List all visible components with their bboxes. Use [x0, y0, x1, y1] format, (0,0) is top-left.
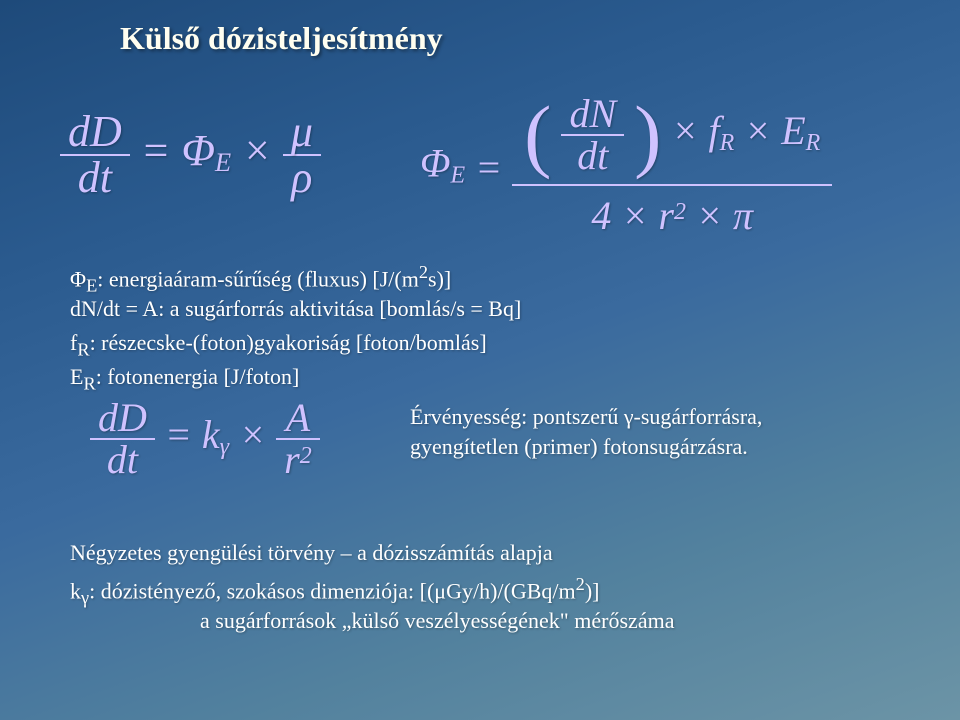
- f1-eq: =: [141, 126, 171, 175]
- f3-k-sub: γ: [220, 434, 229, 460]
- validity-line2: gyengítetlen (primer) fotonsugárzásra.: [410, 434, 748, 460]
- f2-eq: =: [475, 145, 502, 190]
- f2-r: r: [658, 193, 674, 238]
- f1-times: ×: [242, 126, 272, 175]
- f2-E-sub: R: [806, 130, 821, 156]
- def-dndt: dN/dt = A: a sugárforrás aktivitása [bom…: [70, 296, 521, 322]
- formula-dose-rate: dD dt = ΦE × μ ρ: [60, 110, 321, 200]
- f2-4: 4: [591, 193, 611, 238]
- f2-pi: π: [733, 193, 753, 238]
- f2-lparen: (: [524, 89, 551, 180]
- page-title: Külső dózisteljesítmény: [120, 20, 443, 57]
- f2-x2: ×: [696, 193, 723, 238]
- f1-phi: Φ: [181, 126, 215, 175]
- law-line3: a sugárforrások „külső veszélyességének"…: [200, 608, 674, 634]
- f3-r: r: [284, 437, 300, 482]
- f2-t1: ×: [671, 108, 698, 153]
- f2-dt: dt: [561, 136, 624, 176]
- f2-rparen: ): [634, 89, 661, 180]
- f3-r-sup: 2: [300, 443, 312, 469]
- f1-phi-sub: E: [215, 147, 231, 177]
- f1-mu: μ: [283, 110, 321, 156]
- f3-A: A: [276, 398, 320, 440]
- formula-inverse-square: dD dt = kγ × A r2: [90, 398, 320, 480]
- f2-r-sup: 2: [674, 199, 686, 225]
- law-line1: Négyzetes gyengülési törvény – a dózissz…: [70, 540, 553, 566]
- f2-f-sub: R: [720, 130, 735, 156]
- formula-fluence: ΦE = ( dN dt ) × fR × ER 4 × r2 × π: [420, 90, 832, 245]
- f1-dt: dt: [60, 156, 130, 200]
- f2-t2: ×: [744, 108, 771, 153]
- f3-eq: =: [165, 412, 192, 457]
- f2-phi-sub: E: [450, 163, 465, 189]
- f3-dD: dD: [90, 398, 155, 440]
- def-er: ER: fotonenergia [J/foton]: [70, 364, 299, 394]
- f2-E: E: [781, 108, 805, 153]
- f1-dD: dD: [60, 110, 130, 156]
- def-phi: ΦE: energiaáram-sűrűség (fluxus) [J/(m2s…: [70, 262, 451, 297]
- def-fr: fR: részecske-(foton)gyakoriság [foton/b…: [70, 330, 487, 360]
- law-line2: kγ: dózistényező, szokásos dimenziója: […: [70, 574, 599, 609]
- f2-phi: Φ: [420, 141, 450, 186]
- f1-rho: ρ: [283, 156, 321, 200]
- f3-dt: dt: [90, 440, 155, 480]
- f2-x1: ×: [621, 193, 648, 238]
- f2-f: f: [708, 108, 719, 153]
- f2-dN: dN: [561, 94, 624, 136]
- validity-line1: Érvényesség: pontszerű γ-sugárforrásra,: [410, 404, 762, 430]
- f3-k: k: [202, 412, 220, 457]
- f3-times: ×: [239, 412, 266, 457]
